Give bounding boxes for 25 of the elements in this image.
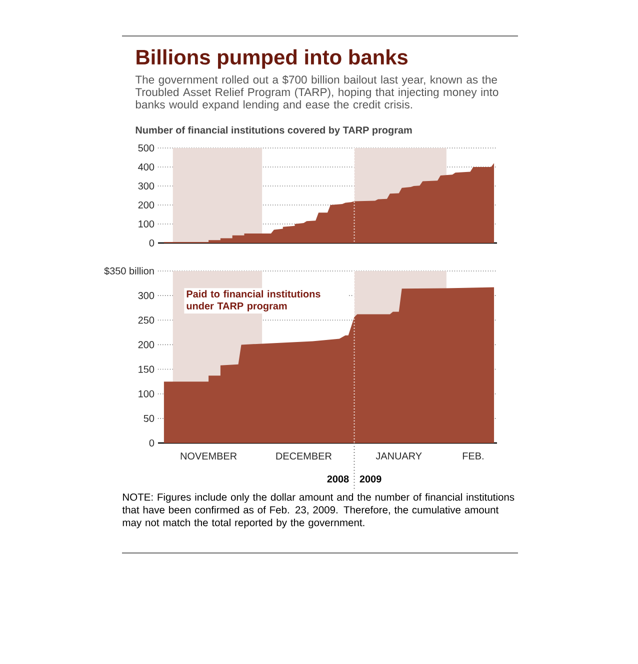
y-axis-title: Number of financial institutions covered by TARP program — [136, 126, 412, 136]
y-tick-label: 100 — [138, 390, 154, 398]
chart-title: Billions pumped into banks — [136, 49, 408, 69]
x-tick-label: FEB. — [462, 452, 484, 460]
y-tick-label: 500 — [138, 144, 154, 152]
y-tick-label: $350 billion — [104, 266, 154, 276]
y-tick-label: 0 — [149, 439, 154, 447]
text: 2008 — [327, 475, 349, 483]
text: NOTE: Figures include only the dollar amount and the number of financial institutions that have been confirmed as of Feb. 23, 2009. Therefore, the cumulative amount may not match the total reported by the government. — [122, 493, 514, 528]
y-tick-label: 200 — [138, 341, 154, 348]
x-tick-label: JANUARY — [376, 452, 422, 460]
y-tick-label: 300 — [138, 292, 154, 300]
x-tick-label: DECEMBER — [276, 452, 332, 460]
y-tick-label: 100 — [138, 220, 154, 228]
y-tick-label: 400 — [138, 163, 154, 171]
x-tick-label: NOVEMBER — [180, 452, 237, 460]
chart-subtitle: The government rolled out a $700 billion bailout last year, known as the Troubled Asset Relief Program (TARP), hoping that injecting money into banks would expand lending and ease the credit crisis. — [135, 75, 498, 111]
y-tick-label: 300 — [138, 182, 154, 190]
y-tick-label: 50 — [144, 414, 154, 422]
y-tick-label: 250 — [138, 316, 154, 324]
y-tick-label: 150 — [138, 366, 154, 373]
text: 2009 — [360, 475, 382, 483]
y-axis-title: Paid to financial institutions under TARP program — [186, 290, 320, 312]
y-tick-label: 200 — [138, 201, 154, 209]
y-tick-label: 0 — [149, 239, 154, 247]
